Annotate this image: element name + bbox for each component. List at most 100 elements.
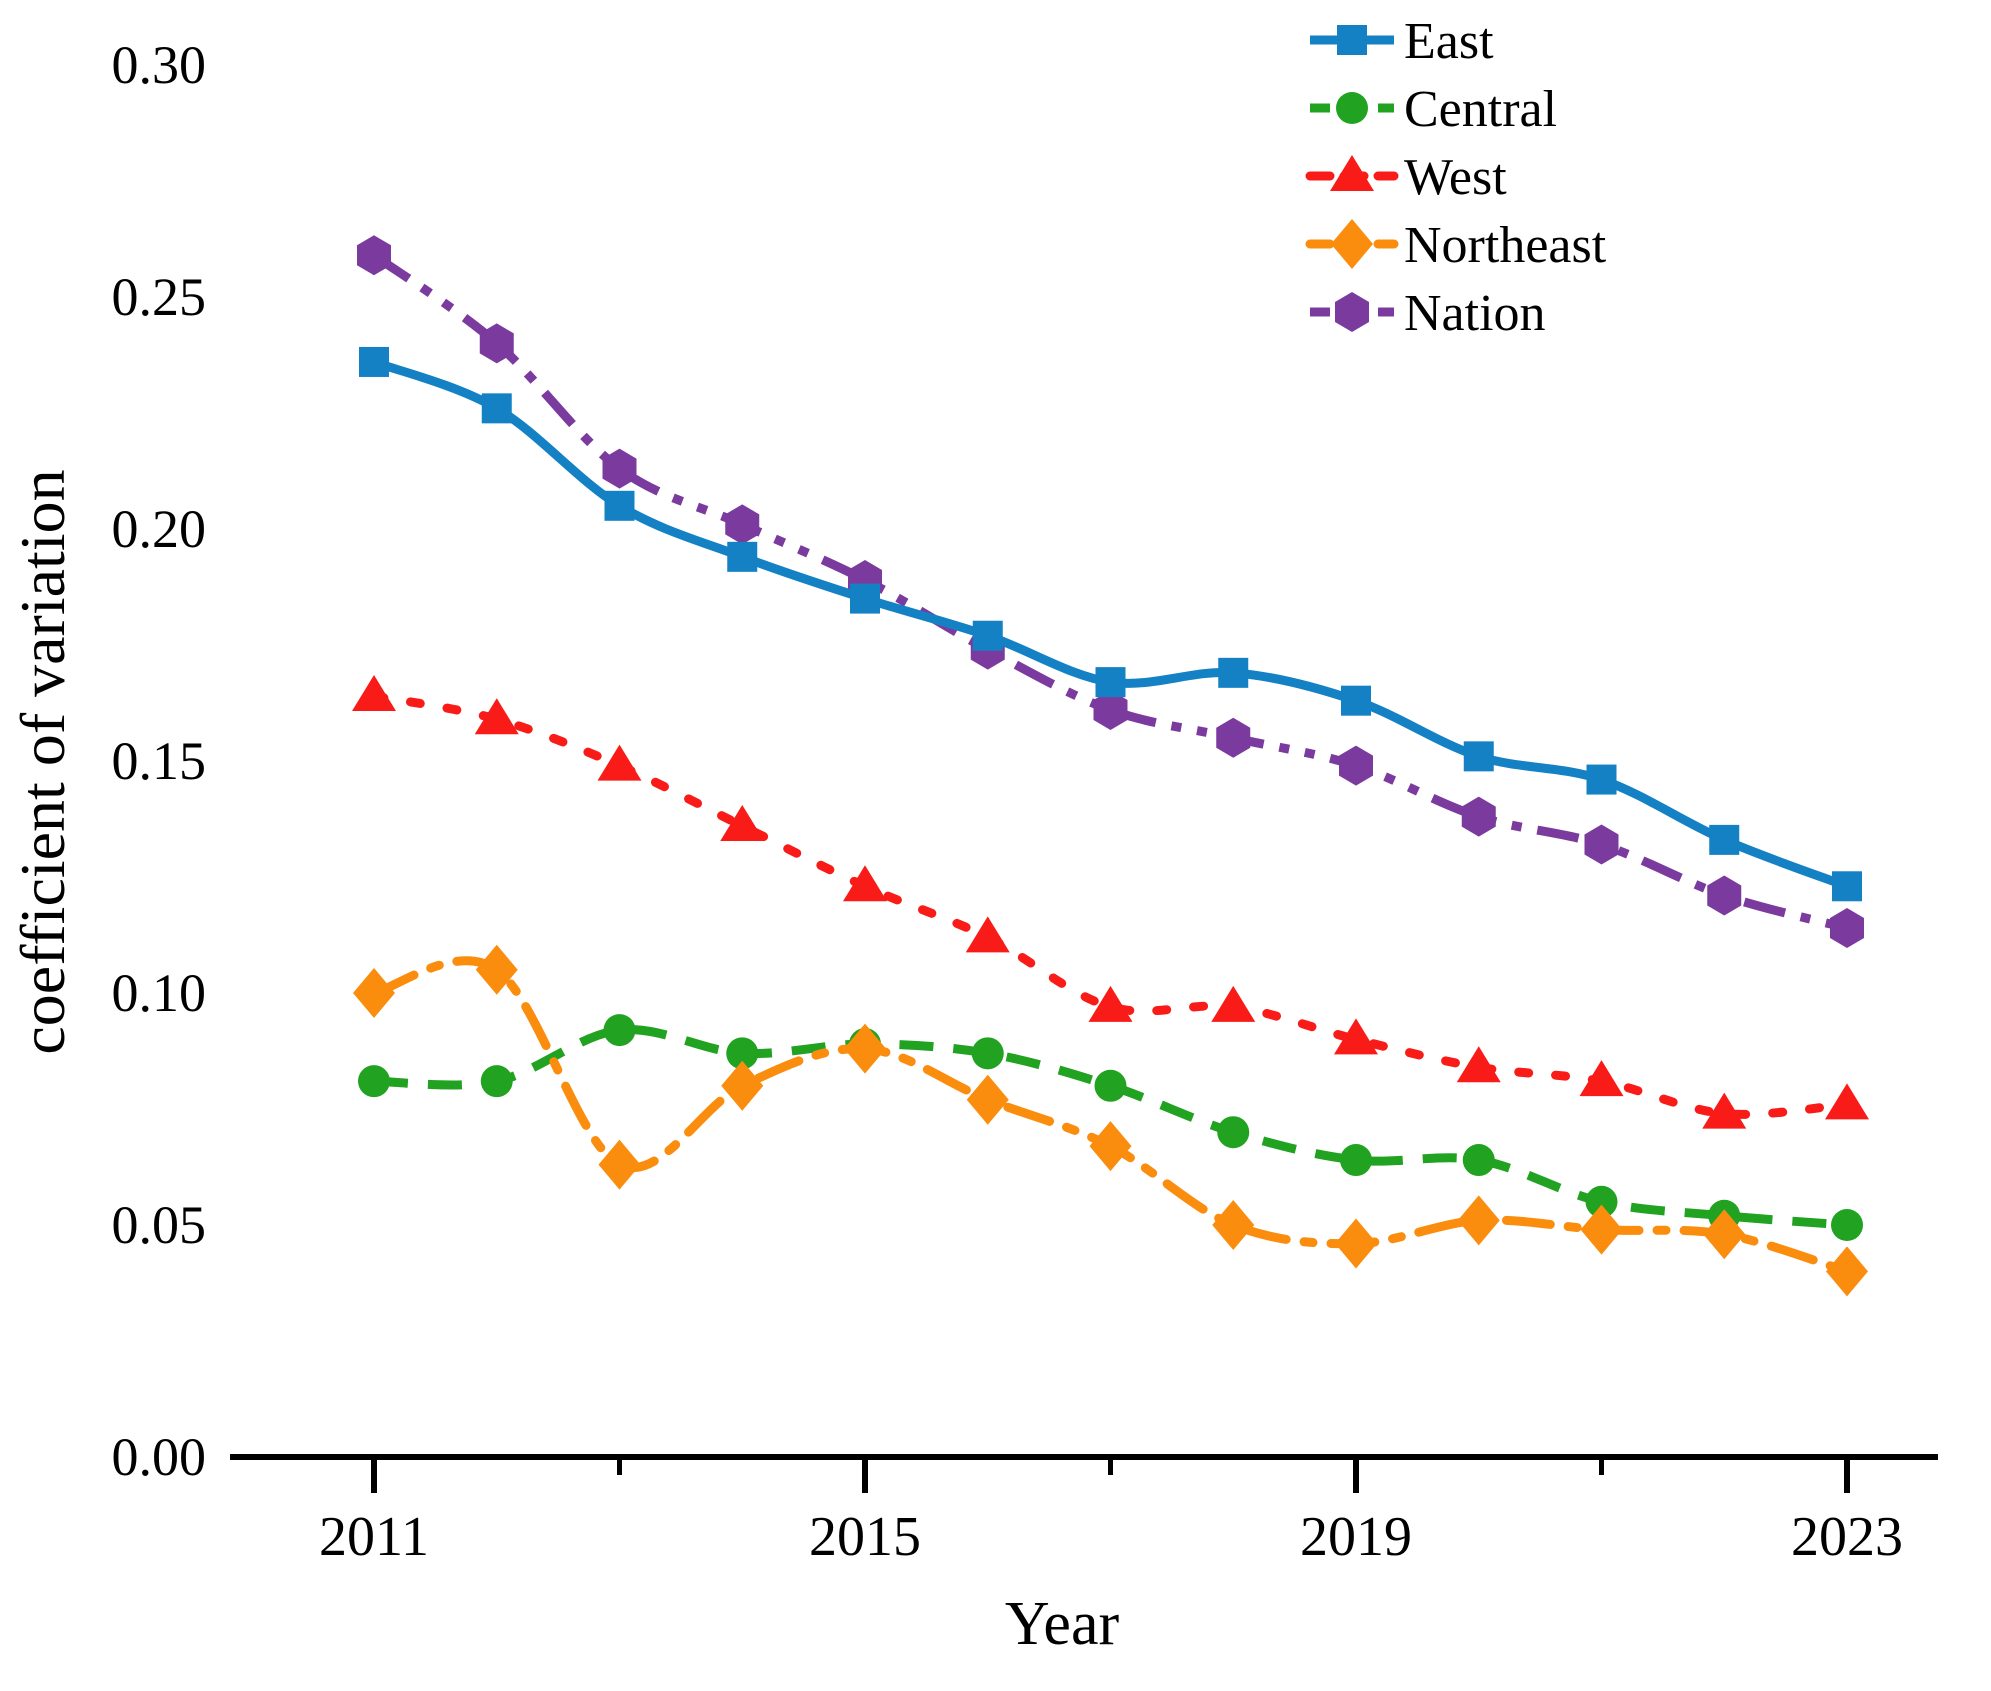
marker-central-2014 bbox=[726, 1037, 759, 1070]
marker-east-2018 bbox=[1218, 657, 1249, 688]
legend-marker-east bbox=[1337, 25, 1367, 55]
marker-central-2023 bbox=[1831, 1209, 1863, 1241]
marker-nation-2011 bbox=[357, 235, 391, 276]
marker-west-2011 bbox=[352, 675, 396, 712]
marker-west-2021 bbox=[1579, 1060, 1624, 1097]
marker-nation-2017 bbox=[1093, 689, 1128, 730]
legend-item-central: Central bbox=[1310, 81, 1557, 138]
y-tick-label-0.05: 0.05 bbox=[112, 1195, 207, 1255]
marker-central-2019 bbox=[1340, 1144, 1372, 1177]
plot-area bbox=[352, 235, 1869, 1297]
legend-marker-northeast bbox=[1331, 219, 1373, 269]
y-axis-title: coefficient of variation bbox=[7, 469, 78, 1054]
marker-east-2011 bbox=[359, 346, 389, 377]
x-tick-label-2015: 2015 bbox=[809, 1506, 921, 1568]
marker-nation-2014 bbox=[725, 504, 760, 545]
x-tick-label-2023: 2023 bbox=[1791, 1506, 1903, 1568]
marker-northeast-2013 bbox=[598, 1139, 641, 1190]
x-axis: 2011 2015 2019 2023 bbox=[230, 1454, 1938, 1568]
legend-label-central: Central bbox=[1404, 81, 1557, 138]
marker-northeast-2020 bbox=[1457, 1195, 1500, 1246]
legend-marker-west bbox=[1330, 155, 1374, 191]
marker-northeast-2016 bbox=[966, 1074, 1009, 1125]
legend-label-nation: Nation bbox=[1404, 285, 1546, 342]
marker-west-2020 bbox=[1456, 1046, 1501, 1083]
marker-northeast-2023 bbox=[1826, 1246, 1868, 1297]
y-tick-label-0.20: 0.20 bbox=[112, 499, 207, 559]
x-tick-label-2019: 2019 bbox=[1300, 1506, 1412, 1568]
marker-west-2012 bbox=[474, 698, 519, 735]
series-west bbox=[352, 675, 1869, 1129]
marker-west-2017 bbox=[1088, 985, 1133, 1022]
marker-east-2023 bbox=[1832, 871, 1862, 902]
marker-northeast-2015 bbox=[844, 1023, 886, 1074]
marker-west-2023 bbox=[1825, 1083, 1869, 1120]
series-northeast bbox=[353, 944, 1868, 1297]
marker-nation-2018 bbox=[1216, 717, 1251, 758]
legend-item-east: East bbox=[1310, 13, 1494, 70]
series-nation bbox=[357, 235, 1864, 949]
marker-east-2016 bbox=[972, 620, 1003, 651]
marker-northeast-2019 bbox=[1335, 1218, 1377, 1269]
marker-east-2017 bbox=[1095, 667, 1126, 698]
marker-northeast-2012 bbox=[475, 944, 518, 995]
marker-central-2017 bbox=[1094, 1069, 1127, 1102]
marker-nation-2022 bbox=[1707, 875, 1742, 916]
marker-central-2020 bbox=[1462, 1144, 1495, 1177]
marker-east-2012 bbox=[481, 393, 512, 424]
marker-east-2020 bbox=[1463, 741, 1494, 772]
marker-central-2011 bbox=[358, 1065, 390, 1098]
series-east bbox=[359, 346, 1862, 902]
marker-west-2014 bbox=[720, 804, 765, 841]
marker-east-2013 bbox=[604, 490, 635, 521]
marker-west-2022 bbox=[1702, 1092, 1747, 1129]
marker-west-2018 bbox=[1211, 985, 1256, 1022]
marker-nation-2023 bbox=[1830, 908, 1864, 949]
marker-nation-2020 bbox=[1461, 796, 1496, 837]
marker-central-2012 bbox=[480, 1065, 513, 1098]
legend-label-west: West bbox=[1404, 149, 1507, 206]
marker-northeast-2011 bbox=[353, 968, 395, 1018]
legend: East Central West Northeast Nation bbox=[1305, 13, 1607, 342]
y-tick-label-0.30: 0.30 bbox=[112, 35, 207, 95]
marker-east-2021 bbox=[1586, 764, 1617, 795]
marker-east-2019 bbox=[1341, 685, 1371, 716]
marker-northeast-2021 bbox=[1580, 1204, 1623, 1255]
legend-marker-nation bbox=[1335, 292, 1369, 332]
marker-nation-2013 bbox=[602, 448, 637, 489]
marker-west-2013 bbox=[597, 744, 642, 781]
marker-west-2016 bbox=[965, 916, 1010, 953]
y-tick-label-0.25: 0.25 bbox=[112, 267, 207, 327]
legend-item-northeast: Northeast bbox=[1305, 217, 1607, 274]
y-axis: 0.00 0.05 0.10 0.15 0.20 0.25 0.30 bbox=[112, 35, 207, 1487]
marker-nation-2021 bbox=[1584, 824, 1619, 865]
legend-item-nation: Nation bbox=[1310, 285, 1546, 342]
legend-label-east: East bbox=[1404, 13, 1494, 70]
marker-east-2014 bbox=[727, 541, 758, 572]
marker-nation-2019 bbox=[1339, 745, 1373, 786]
marker-northeast-2014 bbox=[721, 1060, 764, 1111]
legend-marker-central bbox=[1336, 92, 1368, 124]
marker-central-2018 bbox=[1217, 1116, 1250, 1149]
marker-central-2021 bbox=[1585, 1185, 1618, 1218]
marker-nation-2012 bbox=[479, 323, 514, 364]
x-tick-label-2011: 2011 bbox=[319, 1506, 429, 1568]
marker-northeast-2017 bbox=[1089, 1121, 1132, 1172]
marker-east-2022 bbox=[1709, 824, 1740, 855]
y-tick-label-0.10: 0.10 bbox=[112, 963, 207, 1023]
marker-east-2015 bbox=[850, 583, 880, 614]
marker-northeast-2018 bbox=[1212, 1200, 1255, 1250]
y-tick-label-0.00: 0.00 bbox=[112, 1427, 207, 1487]
legend-item-west: West bbox=[1305, 149, 1507, 206]
marker-west-2019 bbox=[1334, 1018, 1378, 1055]
y-tick-label-0.15: 0.15 bbox=[112, 731, 207, 791]
marker-central-2013 bbox=[603, 1014, 636, 1047]
x-axis-title: Year bbox=[1005, 1590, 1120, 1658]
legend-label-northeast: Northeast bbox=[1404, 217, 1607, 274]
marker-west-2015 bbox=[843, 865, 887, 902]
marker-central-2016 bbox=[971, 1037, 1004, 1070]
marker-northeast-2022 bbox=[1703, 1209, 1746, 1260]
